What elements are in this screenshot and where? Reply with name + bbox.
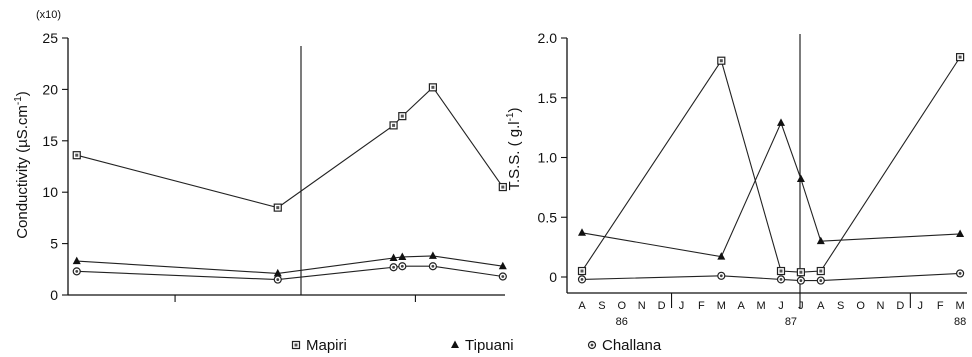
series-line-mapiri — [77, 87, 503, 207]
y-tick-label: 10 — [42, 184, 58, 200]
point-mapiri-inner — [720, 59, 723, 62]
point-challana-inner — [401, 265, 404, 268]
point-mapiri-inner — [581, 270, 584, 273]
point-challana-inner — [501, 275, 504, 278]
y-tick-label: 20 — [42, 81, 58, 97]
legend-label-mapiri: Mapiri — [306, 337, 347, 354]
y-axis-title: Conductivity (µS.cm-1) — [13, 91, 31, 239]
x-tick-label-month: F — [937, 300, 944, 312]
point-mapiri-inner — [401, 115, 404, 118]
x-tick-label-month: A — [817, 300, 825, 312]
x-tick-label-month: O — [856, 300, 865, 312]
x-tick-label-month: J — [918, 300, 924, 312]
y-tick-label: 5 — [50, 236, 58, 252]
x-tick-label-month: A — [578, 300, 586, 312]
y-tick-label: 2.0 — [538, 30, 558, 46]
point-tipuani — [777, 118, 785, 126]
legend: Mapiri Tipuani Challana — [293, 337, 662, 354]
y-multiplier-label: (x10) — [36, 9, 61, 21]
tss-chart: 00.51.01.52.0A S O N D J F M A M J J A S O N D J F M86 87 88T… — [505, 30, 967, 328]
y-tick-label: 1.5 — [538, 90, 558, 106]
series-line-mapiri — [582, 57, 960, 272]
point-mapiri-inner — [431, 86, 434, 89]
point-tipuani — [73, 257, 81, 265]
y-tick-label: 0 — [549, 269, 557, 285]
x-tick-label-year: 86 — [616, 316, 628, 328]
y-tick-label: 25 — [42, 30, 58, 46]
legend-marker-challana-inner — [591, 344, 594, 347]
x-tick-label-year: 87 — [785, 316, 797, 328]
point-challana-inner — [780, 278, 783, 281]
point-mapiri-inner — [392, 124, 395, 127]
point-tipuani — [578, 228, 586, 236]
point-tipuani — [797, 175, 805, 183]
x-tick-label-month: A — [738, 300, 746, 312]
y-tick-label: 15 — [42, 133, 58, 149]
x-tick-label-year: 88 — [954, 316, 966, 328]
x-tick-label-month: J — [798, 300, 804, 312]
y-tick-label: 0.5 — [538, 209, 558, 225]
legend-label-challana: Challana — [602, 337, 662, 354]
point-challana-inner — [819, 279, 822, 282]
point-mapiri-inner — [75, 154, 78, 157]
series-line-challana — [77, 266, 503, 279]
x-tick-label-month: S — [598, 300, 605, 312]
point-tipuani — [817, 237, 825, 245]
x-tick-label-month: M — [717, 300, 726, 312]
x-tick-label-month: M — [757, 300, 766, 312]
y-tick-label: 1.0 — [538, 150, 558, 166]
point-tipuani — [956, 229, 964, 237]
point-challana-inner — [431, 265, 434, 268]
y-axis-title: T.S.S. ( g.l-1) — [505, 107, 523, 190]
series-line-challana — [582, 273, 960, 280]
point-challana-inner — [75, 270, 78, 273]
point-mapiri-inner — [819, 270, 822, 273]
conductivity-chart: 0 5 10 15 20 25 (x10) Conductivity (µS.cm-1) — [13, 9, 507, 303]
legend-marker-tipuani — [451, 341, 459, 349]
legend-label-tipuani: Tipuani — [465, 337, 514, 354]
point-challana-inner — [959, 272, 962, 275]
point-tipuani — [398, 252, 406, 259]
series-line-tipuani — [77, 256, 503, 273]
x-tick-label-month: D — [896, 300, 904, 312]
x-tick-label-month: M — [956, 300, 965, 312]
x-tick-label-month: D — [658, 300, 666, 312]
y-tick-label: 0 — [50, 287, 58, 303]
x-tick-label-month: S — [837, 300, 844, 312]
x-tick-label-month: N — [877, 300, 885, 312]
point-mapiri-inner — [501, 186, 504, 189]
x-tick-label-month: J — [679, 300, 685, 312]
point-mapiri-inner — [799, 271, 802, 274]
legend-marker-mapiri-inner — [295, 344, 298, 347]
point-challana-inner — [276, 278, 279, 281]
x-tick-label-month: J — [778, 300, 784, 312]
point-mapiri-inner — [780, 270, 783, 273]
point-tipuani — [429, 251, 437, 259]
x-tick-label-month: O — [618, 300, 627, 312]
point-challana-inner — [392, 266, 395, 269]
x-tick-label-month: N — [638, 300, 646, 312]
point-mapiri-inner — [959, 56, 962, 59]
point-challana-inner — [720, 274, 723, 277]
point-mapiri-inner — [276, 206, 279, 209]
x-tick-label-month: F — [698, 300, 705, 312]
point-challana-inner — [581, 278, 584, 281]
point-challana-inner — [800, 279, 803, 282]
